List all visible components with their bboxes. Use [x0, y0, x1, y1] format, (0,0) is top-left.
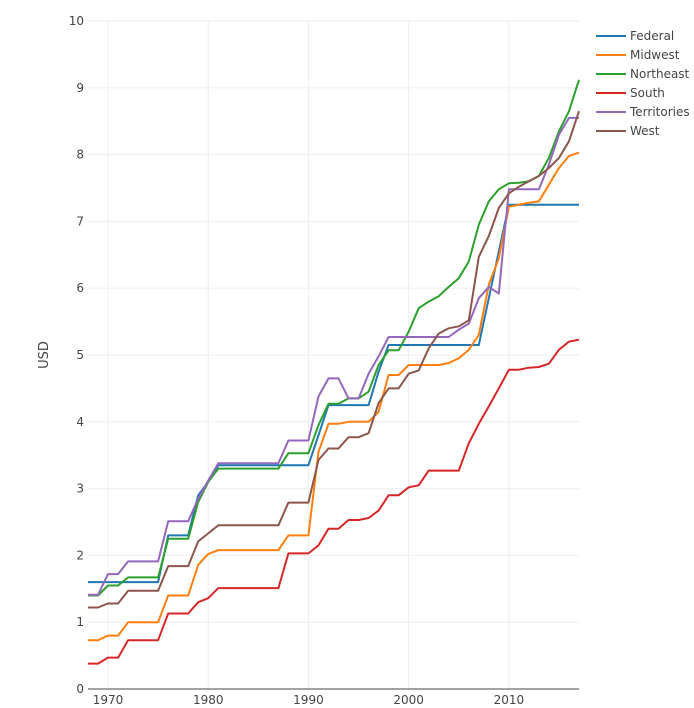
legend-label: Federal	[630, 29, 674, 43]
legend-item-federal[interactable]: Federal	[596, 29, 674, 43]
y-tick-label: 5	[76, 348, 84, 362]
y-tick-label: 9	[76, 81, 84, 95]
y-axis-ticks: 0 1 2 3 4 5 6 7 8 9 10	[69, 14, 84, 696]
legend-item-south[interactable]: South	[596, 86, 665, 100]
x-tick-label: 2000	[393, 693, 424, 707]
legend-label: Territories	[629, 105, 690, 119]
legend-item-northeast[interactable]: Northeast	[596, 67, 690, 81]
x-tick-label: 1990	[293, 693, 324, 707]
legend-label: South	[630, 86, 665, 100]
legend-item-territories[interactable]: Territories	[596, 105, 690, 119]
legend-label: West	[630, 124, 660, 138]
series-line-south	[88, 338, 580, 665]
y-tick-label: 7	[76, 214, 84, 228]
y-tick-label: 0	[76, 682, 84, 696]
legend-item-midwest[interactable]: Midwest	[596, 48, 680, 62]
y-tick-label: 4	[76, 415, 84, 429]
x-tick-label: 1970	[93, 693, 124, 707]
y-tick-label: 2	[76, 548, 84, 562]
y-tick-label: 3	[76, 482, 84, 496]
y-tick-label: 8	[76, 148, 84, 162]
x-axis-ticks: 1970 1980 1990 2000 2010	[93, 693, 524, 707]
x-tick-label: 1980	[193, 693, 224, 707]
y-tick-label: 10	[69, 14, 84, 28]
legend-label: Midwest	[630, 48, 680, 62]
series-line-federal	[88, 203, 579, 584]
series-line-northeast	[88, 79, 580, 597]
y-tick-label: 1	[76, 615, 84, 629]
series-line-west	[88, 110, 580, 609]
legend-item-west[interactable]: West	[596, 124, 660, 138]
legend-label: Northeast	[630, 67, 690, 81]
legend: Federal Midwest Northeast South Territories W…	[596, 29, 690, 138]
series-lines	[88, 79, 580, 665]
y-axis-title: USD	[37, 341, 52, 369]
y-gridlines	[88, 20, 579, 623]
series-line-midwest	[88, 151, 580, 642]
series-line-territories	[88, 116, 579, 596]
y-tick-label: 6	[76, 281, 84, 295]
x-tick-label: 2010	[494, 693, 525, 707]
